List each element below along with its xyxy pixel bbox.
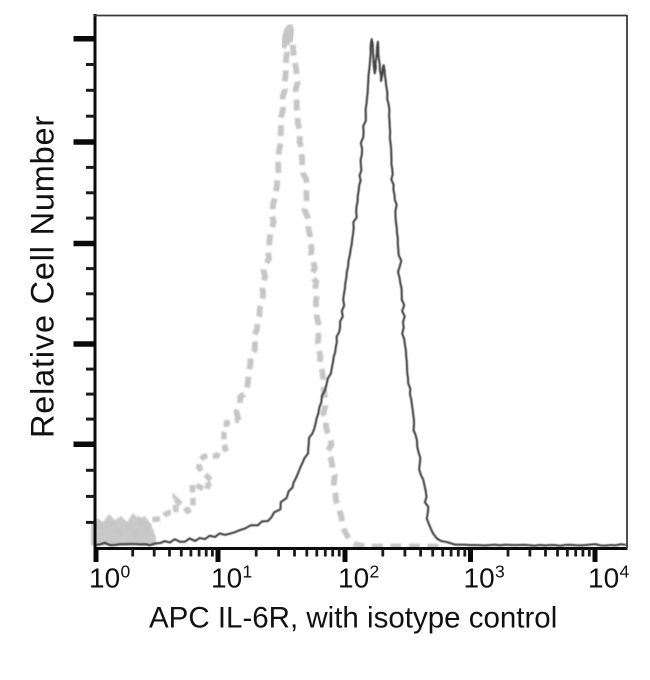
svg-text:10: 10: [464, 563, 495, 594]
svg-text:3: 3: [495, 562, 505, 582]
svg-text:10: 10: [338, 563, 369, 594]
svg-text:1: 1: [243, 562, 253, 582]
svg-text:APC IL-6R, with isotype contro: APC IL-6R, with isotype control: [149, 602, 557, 635]
svg-text:10: 10: [89, 563, 120, 594]
svg-text:4: 4: [620, 562, 630, 582]
svg-text:10: 10: [588, 563, 619, 594]
svg-text:Relative Cell Number: Relative Cell Number: [25, 115, 61, 438]
svg-text:0: 0: [121, 562, 131, 582]
svg-text:2: 2: [370, 562, 380, 582]
svg-text:10: 10: [211, 563, 242, 594]
